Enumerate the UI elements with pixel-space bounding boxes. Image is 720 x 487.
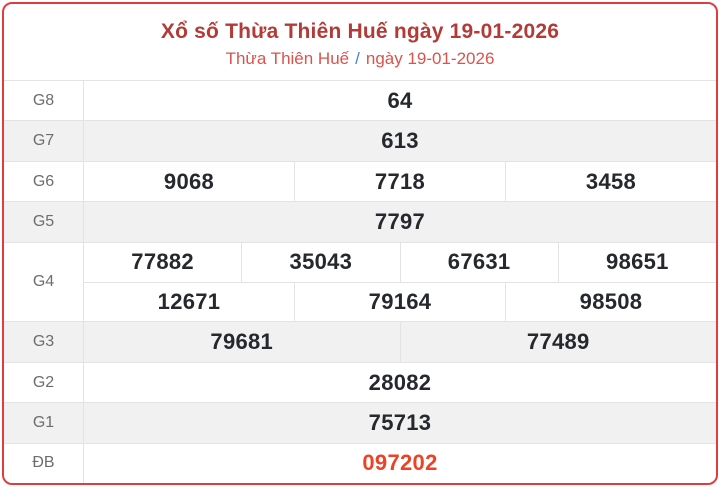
- prize-number-group: 75713: [84, 403, 716, 442]
- prize-row-g1: G1 75713: [4, 402, 716, 443]
- prize-label: G8: [4, 81, 84, 121]
- prize-number-groups: 64: [84, 81, 716, 120]
- prize-row-g4: G4 77882 35043 67631 98651 12671 79164 98508: [4, 241, 716, 322]
- prize-number-group: 79681 77489: [84, 322, 717, 362]
- prize-number-group: 7797: [84, 202, 716, 241]
- prize-number: 79164: [294, 282, 505, 322]
- card-header: Xổ số Thừa Thiên Huế ngày 19-01-2026 Thừ…: [4, 4, 716, 80]
- prize-number: 9068: [163, 168, 215, 194]
- page-title: Xổ số Thừa Thiên Huế ngày 19-01-2026: [160, 19, 560, 43]
- prize-label: G7: [4, 121, 84, 161]
- prize-number-groups: 613: [84, 121, 716, 160]
- prize-label: G1: [4, 403, 84, 443]
- prize-label: ĐB: [4, 443, 84, 483]
- prize-number-group: 097202: [84, 444, 716, 483]
- prize-row-g7: G7 613: [4, 120, 716, 161]
- prize-number-groups: 097202: [84, 444, 716, 483]
- prize-label: G5: [4, 202, 84, 242]
- prize-number-group: 28082: [84, 363, 716, 402]
- prize-number-groups: 7797: [84, 202, 716, 241]
- prize-number: 12671: [157, 288, 221, 314]
- prize-number: 3458: [505, 161, 716, 202]
- date-link[interactable]: ngày 19-01-2026: [365, 48, 495, 68]
- prize-number: 79681: [210, 329, 274, 355]
- prize-number: 7718: [294, 161, 505, 202]
- prize-label: G2: [4, 362, 84, 403]
- prize-number-group: 64: [84, 81, 716, 120]
- prize-number-group: 12671 79164 98508: [84, 281, 716, 322]
- prize-number-groups: 79681 77489: [84, 322, 717, 362]
- prize-row-g2: G2 28082: [4, 361, 716, 403]
- prize-number: 75713: [368, 409, 432, 435]
- prize-number: 67631: [399, 242, 558, 282]
- prize-number: 64: [387, 87, 413, 113]
- prize-row-g6: G6 9068 7718 3458: [4, 160, 716, 202]
- prize-number: 98651: [557, 242, 716, 282]
- prize-number: 77489: [399, 322, 717, 362]
- prize-label: G6: [4, 161, 84, 202]
- prize-row-đb: ĐB 097202: [4, 442, 716, 483]
- prize-number: 35043: [241, 242, 399, 282]
- prize-number-groups: 9068 7718 3458: [84, 161, 716, 202]
- prize-number-group: 613: [84, 121, 716, 160]
- prize-number: 77882: [131, 249, 194, 275]
- prize-number-groups: 28082: [84, 363, 716, 402]
- prize-number-group: 77882 35043 67631 98651: [84, 242, 716, 282]
- breadcrumb: Thừa Thiên Huế / ngày 19-01-2026: [226, 49, 495, 69]
- prize-label: G3: [4, 322, 84, 362]
- prize-label: G4: [4, 242, 84, 322]
- prize-number: 98508: [505, 282, 716, 322]
- prize-number: 28082: [368, 369, 432, 395]
- prize-row-g8: G8 64: [4, 81, 716, 121]
- region-link[interactable]: Thừa Thiên Huế: [225, 48, 350, 68]
- prize-number-group: 9068 7718 3458: [84, 161, 716, 202]
- prize-row-g5: G5 7797: [4, 201, 716, 242]
- breadcrumb-separator: /: [355, 48, 360, 68]
- prize-number: 613: [381, 128, 419, 154]
- special-prize-number: 097202: [362, 450, 438, 476]
- prize-number: 7797: [374, 208, 426, 234]
- prize-number-groups: 77882 35043 67631 98651 12671 79164 98508: [84, 242, 716, 322]
- prize-row-g3: G3 79681 77489: [4, 321, 717, 362]
- prize-number-groups: 75713: [84, 403, 716, 442]
- prize-table: G8 64 G7 613 G6 9068 7718 3458 G5 7797 G4 77882 3504…: [4, 80, 716, 483]
